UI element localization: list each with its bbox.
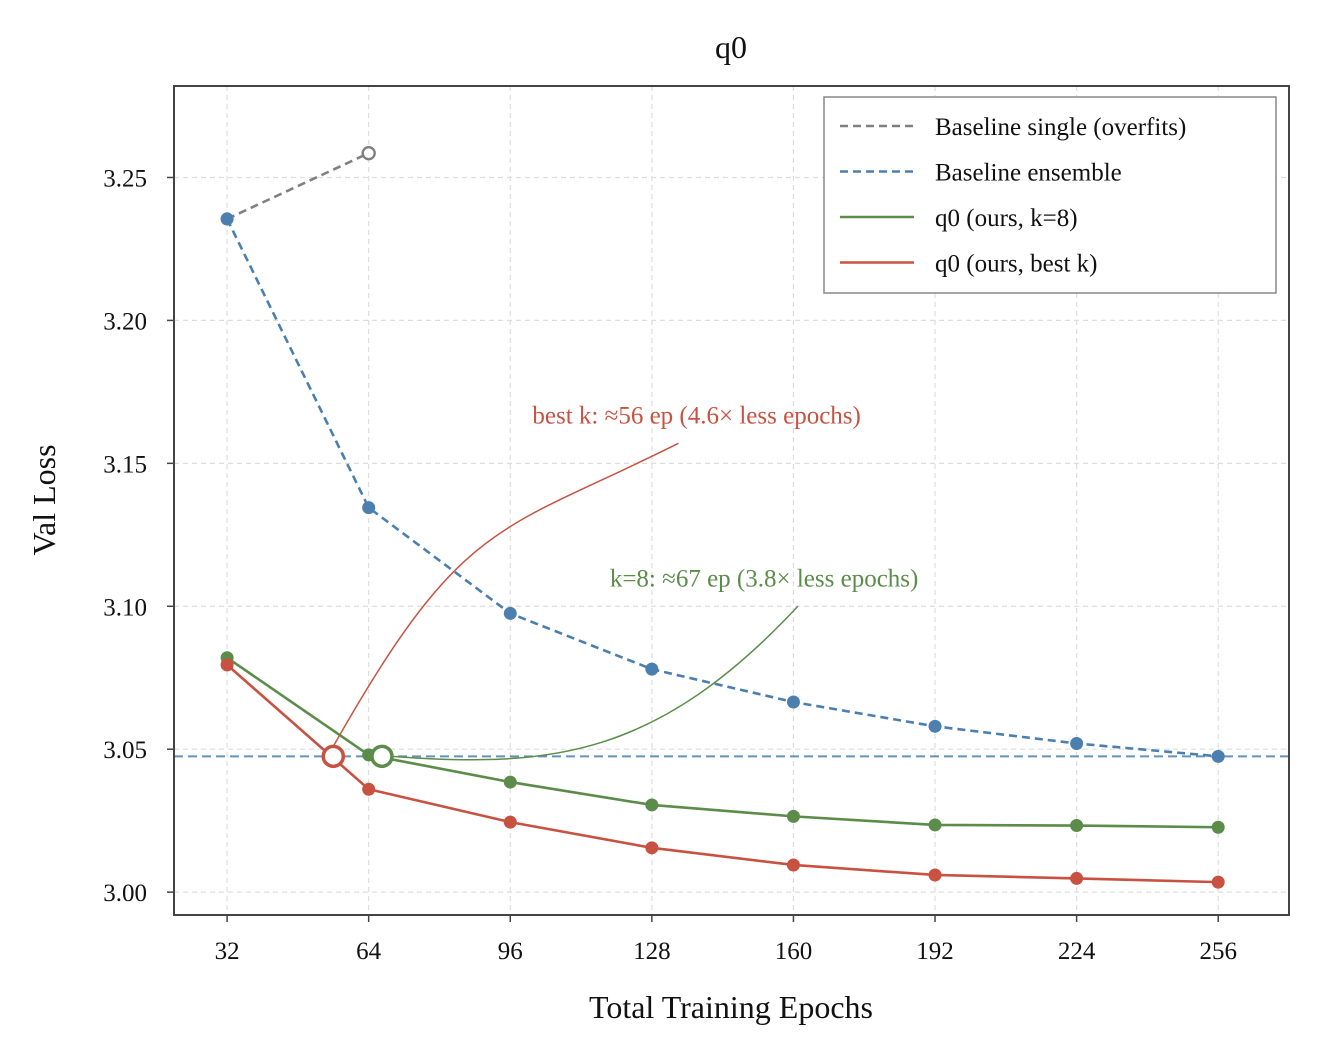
data-point xyxy=(220,212,234,226)
series xyxy=(220,212,1225,763)
annotation-texts: best k: ≈56 ep (4.6× less epochs) k=8: ≈6… xyxy=(532,402,918,592)
legend-label: Baseline ensemble xyxy=(935,160,1122,187)
x-tick-label: 128 xyxy=(633,938,671,965)
data-point xyxy=(1211,875,1225,889)
data-point xyxy=(645,662,659,676)
grid xyxy=(174,86,1289,915)
data-point xyxy=(645,798,659,812)
y-tick-label: 3.25 xyxy=(103,165,147,192)
x-tick-label: 256 xyxy=(1199,938,1237,965)
y-tick-label: 3.15 xyxy=(103,451,147,478)
y-tick-label: 3.00 xyxy=(103,880,147,907)
series-line xyxy=(226,151,370,221)
x-tick-label: 32 xyxy=(215,938,240,965)
data-point xyxy=(362,501,376,515)
data-point xyxy=(1070,871,1084,885)
plot-area-frame xyxy=(173,85,1290,916)
x-tick-label: 192 xyxy=(916,938,954,965)
series-line xyxy=(226,663,1219,884)
data-point xyxy=(503,606,517,620)
x-tick-label: 224 xyxy=(1058,938,1096,965)
legend-box xyxy=(823,96,1277,294)
crossing-marker xyxy=(370,744,394,769)
data-point xyxy=(928,868,942,882)
data-point xyxy=(786,809,800,823)
series-line xyxy=(226,656,1219,829)
annotation-text: best k: ≈56 ep (4.6× less epochs) xyxy=(532,402,860,429)
data-point xyxy=(220,658,234,672)
tick-layer: 32 64 96 128 160 192 224 256 3.00 3.05 3.10 3.15 3.2… xyxy=(103,165,1237,965)
x-tick-label: 96 xyxy=(498,938,523,965)
data-point xyxy=(928,818,942,832)
y-axis-title: Val Loss xyxy=(26,444,62,555)
data-point xyxy=(503,775,517,789)
x-tick-label: 64 xyxy=(356,938,382,965)
series xyxy=(220,145,376,226)
data-point xyxy=(1211,820,1225,834)
annotation-arrow xyxy=(332,442,679,747)
data-point-open xyxy=(361,145,376,161)
x-tick-label: 160 xyxy=(775,938,813,965)
series-line xyxy=(225,218,1219,758)
data-point xyxy=(645,841,659,855)
y-tick-label: 3.10 xyxy=(103,594,147,621)
annotation-text: k=8: ≈67 ep (3.8× less epochs) xyxy=(610,565,919,592)
data-point xyxy=(1070,736,1084,750)
series-layer xyxy=(220,145,1225,889)
chart-title: q0 xyxy=(715,29,747,65)
y-tick-label: 3.20 xyxy=(103,308,147,335)
y-tick-label: 3.05 xyxy=(103,737,147,764)
crossing-markers xyxy=(321,744,394,769)
data-point xyxy=(786,858,800,872)
annotation-arrows xyxy=(332,442,799,761)
data-point xyxy=(1211,749,1225,763)
data-point xyxy=(503,815,517,829)
legend: Baseline single (overfits) Baseline ensem… xyxy=(823,96,1277,294)
data-point xyxy=(786,695,800,709)
legend-label: q0 (ours, k=8) xyxy=(935,205,1078,232)
series xyxy=(220,658,1225,889)
data-point xyxy=(1070,819,1084,833)
crossing-marker xyxy=(321,744,346,769)
data-point xyxy=(362,782,376,796)
legend-label: Baseline single (overfits) xyxy=(935,114,1186,141)
annotation-arrow xyxy=(391,605,799,761)
legend-label: q0 (ours, best k) xyxy=(935,251,1097,278)
x-axis-title: Total Training Epochs xyxy=(589,989,873,1025)
data-point xyxy=(928,719,942,733)
